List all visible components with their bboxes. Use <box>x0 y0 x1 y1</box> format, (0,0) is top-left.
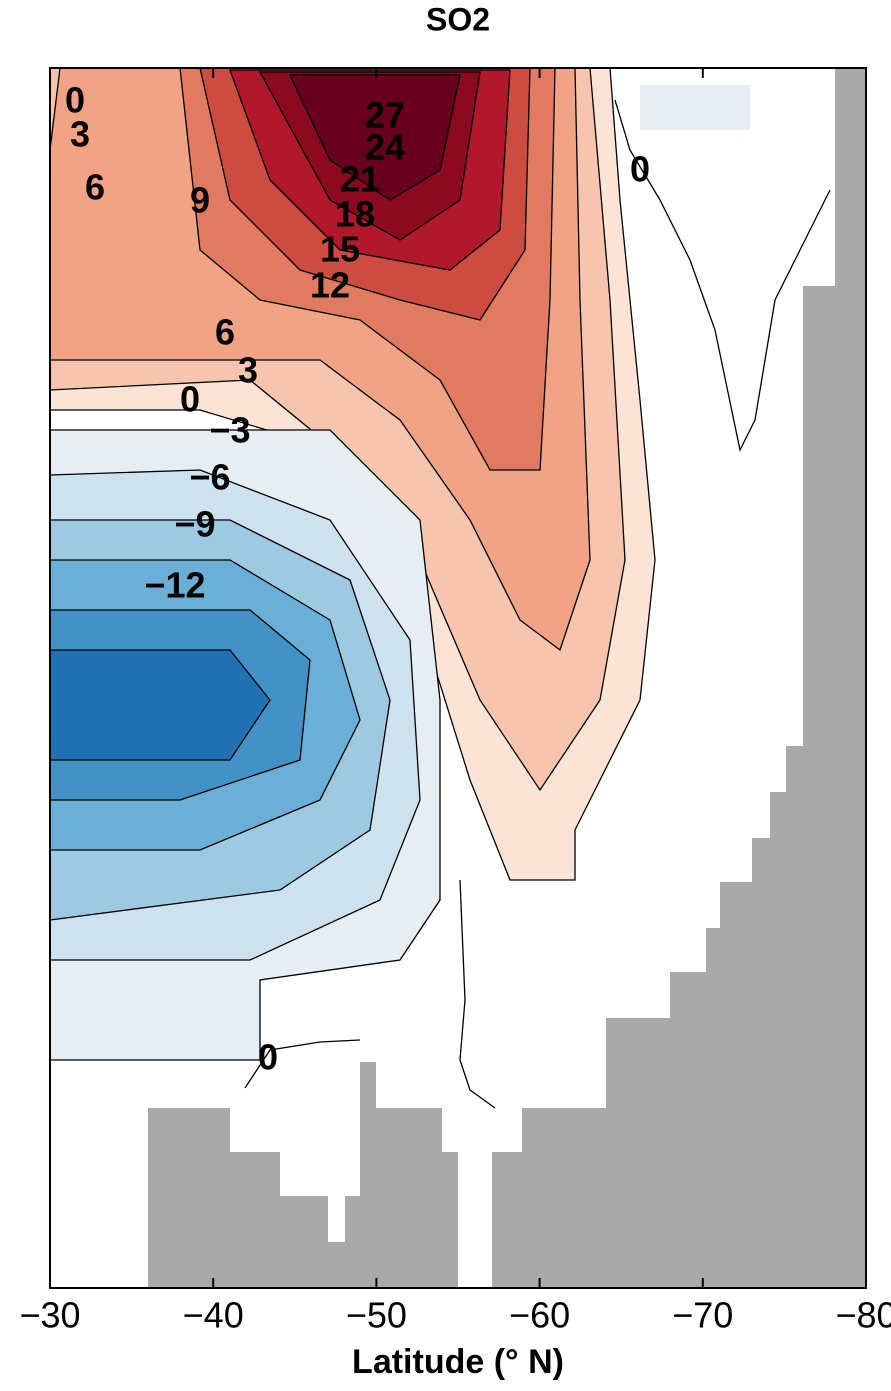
x-tick-label: −70 <box>672 1295 733 1336</box>
negative-shading <box>640 85 750 130</box>
contour-label: 6 <box>215 312 235 353</box>
contour-label: −6 <box>189 457 230 498</box>
chart-title: SO2 <box>426 1 490 37</box>
contour-label: 21 <box>340 159 380 200</box>
contour-label: 6 <box>85 167 105 208</box>
topography <box>148 1062 458 1288</box>
contour-label: 3 <box>238 350 258 391</box>
contour-label: 0 <box>258 1037 278 1078</box>
contour-line <box>614 99 831 452</box>
topography <box>492 68 866 1288</box>
contour-label: 15 <box>320 229 360 270</box>
plot-area <box>49 67 867 1289</box>
positive-shading <box>288 74 461 201</box>
contour-label: 12 <box>310 265 350 306</box>
negative-shading <box>49 649 271 761</box>
contour-label: −3 <box>209 410 250 451</box>
contour-line <box>244 1039 361 1089</box>
contour-label: 24 <box>365 127 405 168</box>
contour-label: −12 <box>144 565 205 606</box>
plot-frame <box>49 67 867 1289</box>
contour-label: 3 <box>70 114 90 155</box>
x-tick-label: −40 <box>183 1295 244 1336</box>
contour-label: 18 <box>335 194 375 235</box>
contour-label: 0 <box>65 80 85 121</box>
contour-label: 0 <box>630 149 650 190</box>
x-axis-title: Latitude (° N) <box>352 1343 564 1381</box>
contour-label: 9 <box>190 180 210 221</box>
x-tick-label: −80 <box>835 1295 891 1336</box>
contour-line <box>459 879 496 1109</box>
x-tick-label: −50 <box>346 1295 407 1336</box>
contour-label: 0 <box>180 379 200 420</box>
contour-label: −9 <box>174 504 215 545</box>
contour-label: 27 <box>365 95 405 136</box>
x-tick-label: −60 <box>509 1295 570 1336</box>
x-tick-label: −30 <box>19 1295 80 1336</box>
